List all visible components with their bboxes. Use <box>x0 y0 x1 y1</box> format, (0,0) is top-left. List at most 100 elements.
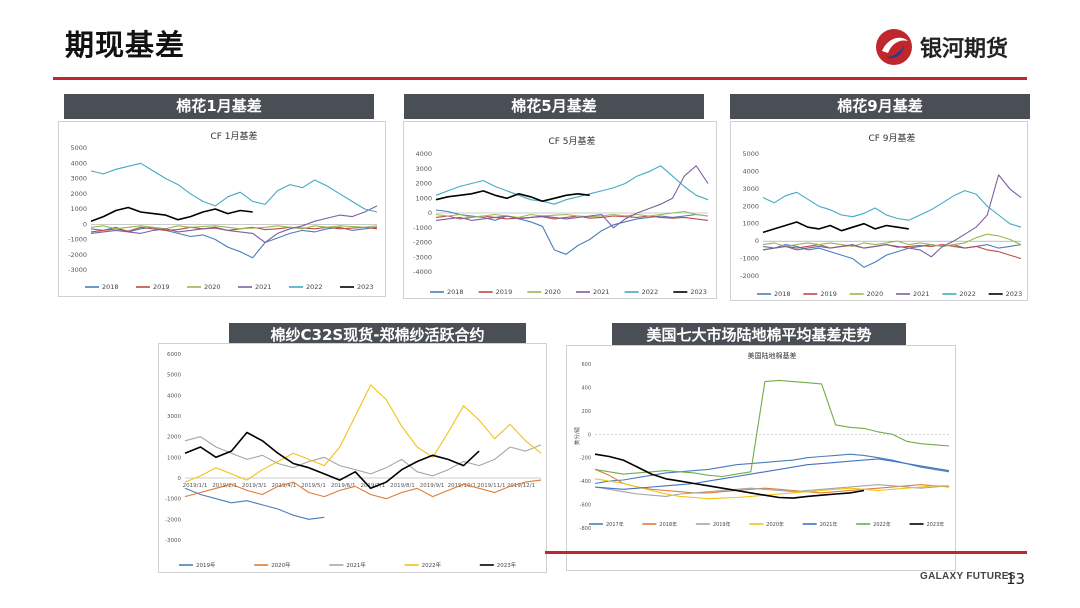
series-line-2017年 <box>594 453 950 485</box>
y-tick-label: 1000 <box>70 205 87 213</box>
y-tick-label: 4000 <box>415 150 432 158</box>
legend-label: 2017年 <box>606 521 624 528</box>
y-tick-label: 0 <box>83 220 87 228</box>
company-logo: 银河期货 <box>874 27 1034 67</box>
series-line-2020 <box>762 233 1022 247</box>
series-line-2019年 <box>184 487 325 520</box>
y-tick-label: 1000 <box>742 220 759 228</box>
series-line-2023 <box>435 190 590 202</box>
legend-label: 2020 <box>204 283 221 291</box>
series-line-2020 <box>90 225 378 230</box>
y-tick-label: -800 <box>580 526 591 532</box>
series-line-2020年 <box>594 478 949 500</box>
x-tick-label: 2019/11/1 <box>477 483 505 489</box>
series-line-2023年 <box>594 453 865 499</box>
y-tick-label: -1000 <box>165 497 181 503</box>
y-tick-label: 4000 <box>167 393 181 399</box>
chart-yarn-svg: 6000 5000 4000 3000 2000 1000 0 -1000 -2000 -3000… <box>165 352 542 569</box>
x-tick-label: 2019/8/1 <box>390 483 415 489</box>
y-tick-label: -2000 <box>68 251 87 259</box>
legend-label: 2018 <box>447 288 464 296</box>
x-tick-label: 2019/7/1 <box>360 483 385 489</box>
y-tick-label: 0 <box>428 209 432 217</box>
footer-rule <box>545 551 1027 554</box>
footer-brand: GALAXY FUTURES <box>920 571 1016 582</box>
series-line-2021 <box>762 174 1022 258</box>
legend-label: 2021年 <box>820 521 838 528</box>
chart-title: 美国陆地棉基差 <box>748 351 797 360</box>
series-line-2021年 <box>594 458 950 490</box>
legend-label: 2019年 <box>196 561 216 569</box>
banner-cf9: 棉花9月基差 <box>730 94 1030 119</box>
legend-label: 2023 <box>690 288 707 296</box>
y-tick-label: 6000 <box>167 352 181 358</box>
y-tick-label: 200 <box>581 409 591 415</box>
y-tick-label: 2000 <box>70 190 87 198</box>
legend-label: 2019 <box>153 283 170 291</box>
y-tick-label: -2000 <box>165 517 181 523</box>
legend-label: 2020 <box>544 288 561 296</box>
legend-label: 2019 <box>496 288 513 296</box>
series-line-2019年 <box>594 484 950 497</box>
banner-cf1: 棉花1月基差 <box>64 94 374 119</box>
series-line-2019 <box>762 244 1022 260</box>
legend-label: 2018 <box>102 283 119 291</box>
series-line-2018 <box>90 226 378 259</box>
banner-cf5: 棉花5月基差 <box>404 94 704 119</box>
legend-label: 2021 <box>913 290 930 298</box>
y-axis-label: 美分/磅 <box>573 426 581 445</box>
chart-cf9-svg: CF 9月基差 5000 4000 3000 2000 1000 0 -1000 -2000 20… <box>740 132 1022 298</box>
y-tick-label: 0 <box>588 432 591 438</box>
legend-label: 2020年 <box>271 561 291 569</box>
y-tick-label: 3000 <box>415 165 432 173</box>
chart-cf5-svg: CF 5月基差 4000 3000 2000 1000 0 -1000 -2000 -3000 -… <box>413 135 709 296</box>
chart-cf1: CF 1月基差 5000 4000 3000 2000 1000 0 -1000 -2000 -3… <box>58 121 386 297</box>
legend-label: 2022 <box>642 288 659 296</box>
series-line-2022年 <box>184 384 542 483</box>
series-line-2022 <box>90 162 378 213</box>
y-tick-label: -3000 <box>165 538 181 544</box>
series-line-2021 <box>435 165 709 229</box>
series-line-2022 <box>762 190 1022 228</box>
y-tick-label: -1000 <box>68 236 87 244</box>
series-line-2021 <box>90 205 378 244</box>
y-tick-label: 4000 <box>70 159 87 167</box>
y-tick-label: 0 <box>178 476 182 482</box>
series-line-2018年 <box>594 468 950 494</box>
y-tick-label: -3000 <box>68 266 87 274</box>
y-tick-label: 1000 <box>415 194 432 202</box>
y-tick-label: 0 <box>755 237 759 245</box>
y-tick-label: 5000 <box>742 150 759 158</box>
y-tick-label: -400 <box>580 479 591 485</box>
logo-text: 银河期货 <box>920 37 1009 62</box>
y-tick-label: 5000 <box>167 373 181 379</box>
legend-label: 2018年 <box>659 521 677 528</box>
legend-label: 2018 <box>774 290 791 298</box>
chart-title: CF 1月基差 <box>210 130 257 142</box>
legend-label: 2021 <box>255 283 272 291</box>
series-line-2023 <box>90 206 253 222</box>
x-tick-label: 2019/6/1 <box>331 483 356 489</box>
legend-label: 2021年 <box>346 561 366 569</box>
legend-label: 2022 <box>306 283 323 291</box>
x-tick-label: 2019/1/1 <box>183 483 208 489</box>
y-tick-label: -200 <box>580 456 591 462</box>
y-tick-label: -3000 <box>413 253 432 261</box>
y-tick-label: -4000 <box>413 268 432 276</box>
galaxy-logo-icon <box>876 29 912 65</box>
chart-yarn: 6000 5000 4000 3000 2000 1000 0 -1000 -2000 -3000… <box>158 343 547 573</box>
legend-label: 2022 <box>959 290 976 298</box>
y-tick-label: -600 <box>580 503 591 509</box>
y-tick-label: 4000 <box>742 167 759 175</box>
chart-cf5: CF 5月基差 4000 3000 2000 1000 0 -1000 -2000 -3000 -… <box>403 121 717 299</box>
y-tick-label: 2000 <box>415 180 432 188</box>
x-tick-label: 2019/3/1 <box>242 483 267 489</box>
legend-label: 2023年 <box>497 561 517 569</box>
y-tick-label: 2000 <box>167 435 181 441</box>
legend-label: 2019 <box>820 290 837 298</box>
y-tick-label: -1000 <box>740 255 759 263</box>
series-line-2021年 <box>184 436 542 477</box>
x-tick-label: 2019/10/1 <box>448 483 476 489</box>
chart-title: CF 9月基差 <box>868 132 915 144</box>
y-tick-label: 3000 <box>70 175 87 183</box>
